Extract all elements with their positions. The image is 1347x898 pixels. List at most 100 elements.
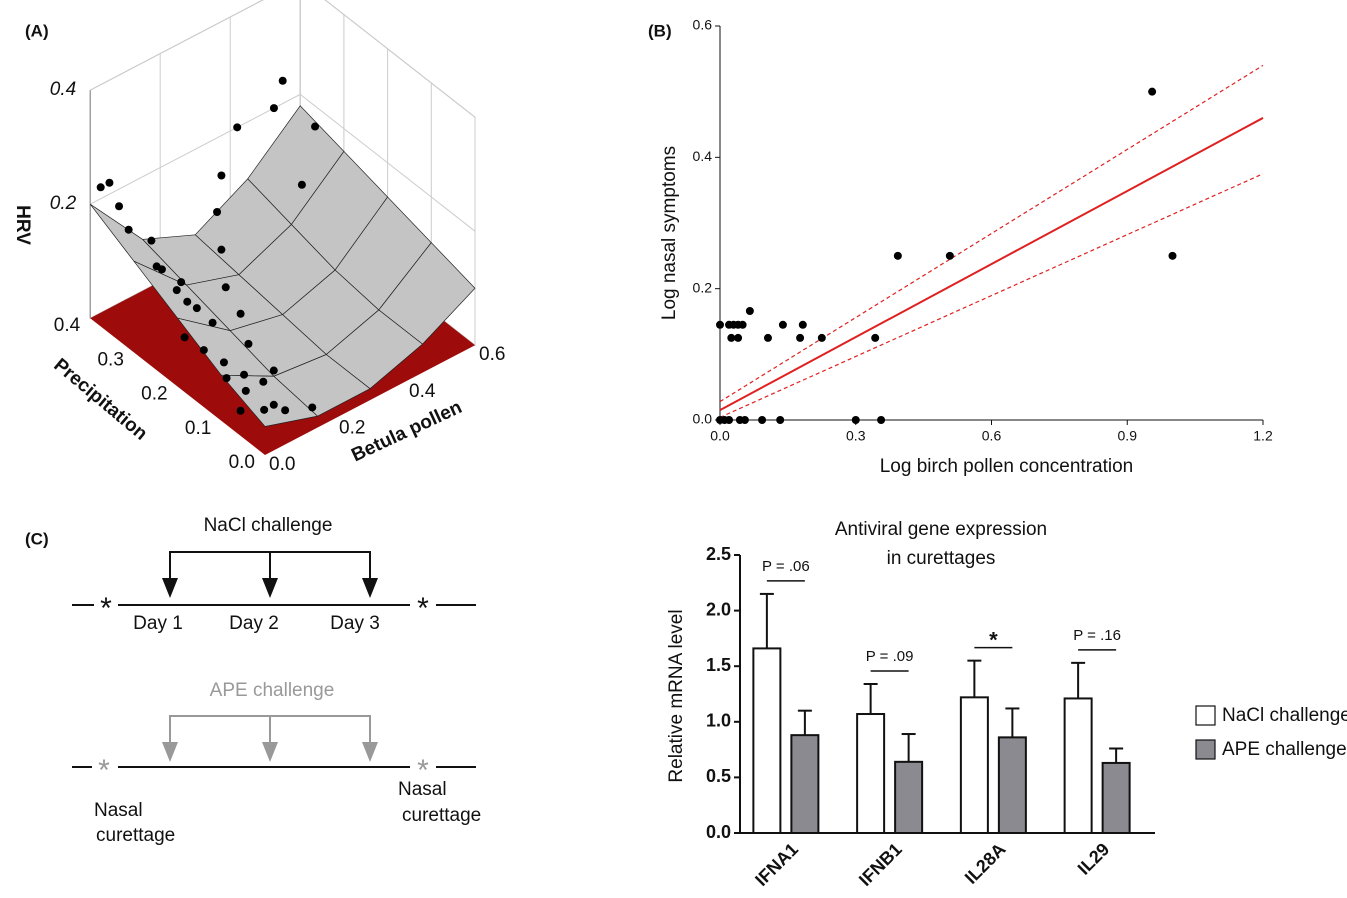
asterisk: * bbox=[417, 592, 429, 625]
data-point bbox=[851, 416, 860, 424]
fit-line bbox=[719, 64, 1264, 403]
data-point bbox=[213, 208, 222, 216]
annotation: P = .16 bbox=[1073, 627, 1121, 644]
day-label: Day 2 bbox=[229, 613, 279, 634]
data-point bbox=[893, 251, 902, 260]
y-tick-label: 0.0 bbox=[229, 452, 255, 473]
curettage-label: Nasal bbox=[94, 800, 143, 821]
data-point bbox=[244, 339, 253, 348]
legend-label: APE challenge bbox=[1222, 739, 1347, 760]
data-point bbox=[269, 400, 278, 409]
data-point bbox=[1148, 87, 1157, 96]
x-tick-label: IFNB1 bbox=[855, 839, 906, 890]
x-tick-label: 0.6 bbox=[982, 428, 1002, 444]
data-point bbox=[740, 416, 749, 424]
data-point bbox=[297, 180, 306, 189]
x-tick-label: 1.2 bbox=[1253, 428, 1273, 444]
arrow bbox=[362, 742, 378, 762]
chart-title: Antiviral gene expression bbox=[835, 519, 1047, 540]
data-point bbox=[259, 377, 268, 386]
x-tick-label: 0.9 bbox=[1118, 428, 1138, 444]
data-point bbox=[147, 236, 156, 245]
data-point bbox=[157, 265, 166, 274]
data-point bbox=[221, 283, 230, 292]
data-point bbox=[236, 406, 245, 415]
y-axis-label: Relative mRNA level bbox=[666, 609, 687, 782]
data-point bbox=[208, 318, 217, 327]
data-point bbox=[96, 183, 105, 192]
data-point bbox=[115, 202, 124, 211]
data-point bbox=[199, 346, 208, 355]
annotation: P = .09 bbox=[866, 648, 914, 665]
data-point bbox=[124, 225, 133, 234]
data-point bbox=[217, 245, 226, 254]
x-axis-label: Log birch pollen concentration bbox=[880, 456, 1134, 477]
fit-line bbox=[719, 173, 1264, 418]
data-point bbox=[778, 320, 787, 329]
chart-title: in curettages bbox=[887, 548, 996, 569]
data-point bbox=[877, 416, 886, 424]
timeline-diagram: NaCl challenge * * Day 1 Day 2 Day 3 APE… bbox=[72, 515, 481, 846]
data-point bbox=[217, 171, 226, 180]
data-point bbox=[727, 333, 736, 342]
data-point bbox=[233, 123, 242, 132]
data-point bbox=[745, 306, 754, 315]
data-point bbox=[222, 374, 231, 383]
data-point bbox=[1168, 251, 1177, 260]
z-tick-label: 0.4 bbox=[50, 79, 76, 100]
data-point bbox=[192, 304, 201, 313]
arrow bbox=[162, 742, 178, 762]
x-axis-label: Betula pollen bbox=[348, 397, 465, 466]
data-point bbox=[183, 297, 192, 306]
data-point bbox=[278, 76, 287, 85]
y-axis-label: Log nasal symptoms bbox=[659, 146, 680, 320]
data-point bbox=[236, 309, 245, 318]
data-point bbox=[871, 333, 880, 342]
y-tick-label: 0.4 bbox=[54, 315, 81, 336]
data-point bbox=[269, 366, 278, 375]
data-point bbox=[105, 178, 114, 187]
panel-label: (C) bbox=[25, 529, 49, 548]
arrow bbox=[262, 578, 278, 598]
curettage-label: curettage bbox=[96, 825, 175, 846]
y-tick-label: 0.2 bbox=[141, 384, 167, 405]
data-point bbox=[945, 251, 954, 260]
data-point bbox=[798, 320, 807, 329]
y-tick-label: 1.5 bbox=[706, 655, 731, 675]
x-tick-label: 0.3 bbox=[846, 428, 866, 444]
bar bbox=[894, 760, 924, 834]
x-tick-label: IL28A bbox=[961, 839, 1010, 888]
bar bbox=[752, 647, 782, 835]
panel-label: (A) bbox=[25, 21, 49, 40]
data-point bbox=[796, 333, 805, 342]
x-tick-label: 0.0 bbox=[269, 454, 295, 475]
legend-swatch bbox=[1195, 739, 1216, 760]
arrow bbox=[162, 578, 178, 598]
day-label: Day 1 bbox=[133, 613, 183, 634]
bar bbox=[1101, 761, 1131, 834]
z-axis-label: HRV bbox=[12, 205, 33, 245]
annotation: P = .06 bbox=[762, 558, 810, 575]
y-tick-label: 0.1 bbox=[185, 418, 211, 439]
y-tick-label: 0.6 bbox=[693, 17, 713, 33]
data-point bbox=[817, 333, 826, 342]
ape-label: APE challenge bbox=[210, 680, 335, 701]
curettage-label: Nasal bbox=[398, 779, 447, 800]
grid-line bbox=[89, 93, 476, 232]
bar bbox=[790, 734, 820, 834]
data-point bbox=[763, 333, 772, 342]
bar bbox=[959, 696, 989, 834]
data-point bbox=[281, 406, 290, 415]
nacl-label: NaCl challenge bbox=[204, 515, 333, 536]
y-tick-label: 0.0 bbox=[706, 822, 731, 842]
y-tick-label: 0.5 bbox=[706, 766, 731, 786]
bar bbox=[997, 736, 1027, 834]
legend-swatch bbox=[1195, 705, 1216, 726]
y-tick-label: 2.5 bbox=[706, 544, 731, 564]
x-tick-label: 0.4 bbox=[409, 381, 436, 402]
y-tick-label: 0.3 bbox=[97, 349, 123, 370]
x-tick-label: 0.6 bbox=[479, 344, 505, 365]
x-tick-label: 0.2 bbox=[339, 417, 365, 438]
data-point bbox=[758, 416, 767, 424]
